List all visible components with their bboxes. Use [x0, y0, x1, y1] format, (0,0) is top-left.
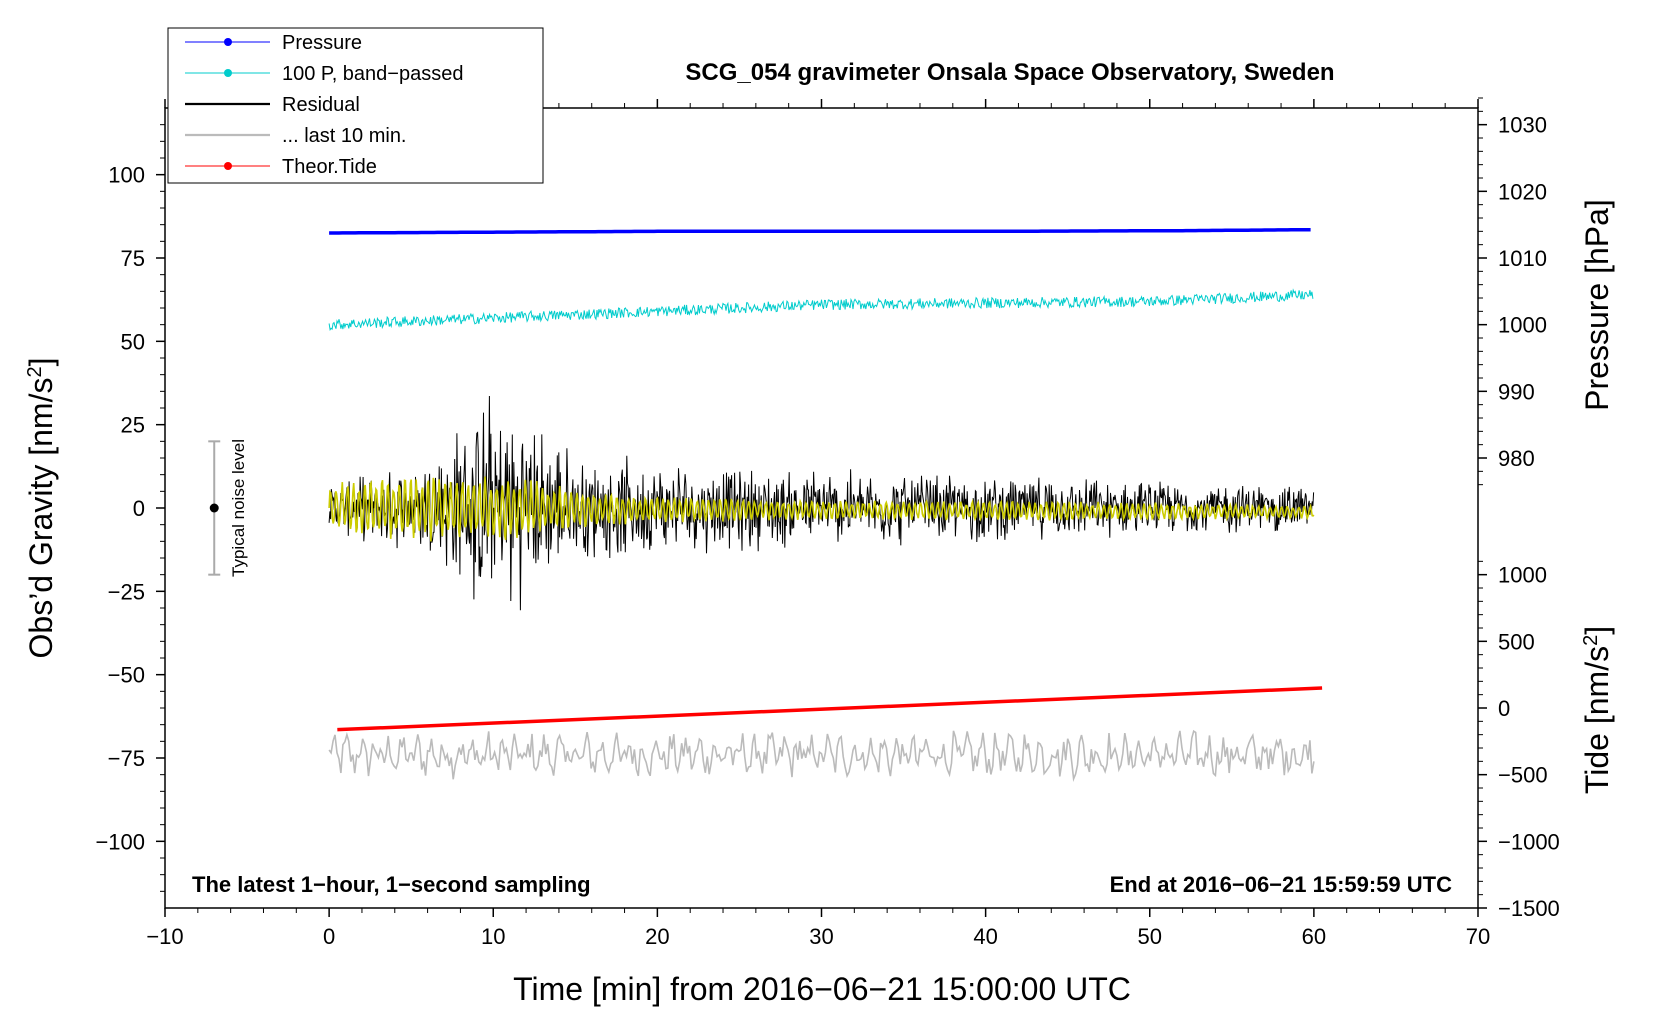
x-tick-label: 60 [1302, 924, 1326, 949]
x-tick-label: 20 [645, 924, 669, 949]
y-tick-label: 50 [121, 329, 145, 354]
footer-right: End at 2016−06−21 15:59:59 UTC [1110, 872, 1453, 897]
noise-level-marker [208, 440, 221, 576]
chart-title: SCG_054 gravimeter Onsala Space Observat… [685, 59, 1334, 86]
y-tick-label: −100 [95, 829, 145, 854]
tide-tick-label: −500 [1498, 763, 1548, 788]
x-tick-label: −10 [146, 924, 183, 949]
footer-left: The latest 1−hour, 1−second sampling [192, 872, 591, 897]
y-axis-tide: −1500 −1000 −500 0 500 1000 [1478, 560, 1560, 921]
legend-label: Pressure [282, 32, 362, 54]
y-tick-label: 100 [108, 163, 145, 188]
noise-level-label: Typical noise level [229, 439, 248, 577]
legend-label: ... last 10 min. [282, 125, 407, 147]
y-axis-pressure: 980 990 1000 1010 1020 1030 [1478, 97, 1547, 486]
pressure-axis-title: Pressure [hPa] [1579, 199, 1615, 411]
legend-label: Residual [282, 94, 360, 116]
tide-tick-label: −1000 [1498, 829, 1560, 854]
x-tick-label: 50 [1138, 924, 1162, 949]
x-axis-title: Time [min] from 2016−06−21 15:00:00 UTC [513, 971, 1131, 1007]
series-band-passed [328, 288, 1314, 331]
series-pressure [329, 227, 1311, 235]
tide-tick-label: −1500 [1498, 896, 1560, 921]
pressure-tick-label: 990 [1498, 379, 1535, 404]
x-tick-label: 10 [481, 924, 505, 949]
legend-label: 100 P, band−passed [282, 63, 463, 85]
legend: Pressure 100 P, band−passed Residual ... la… [167, 27, 544, 184]
tide-tick-label: 1000 [1498, 563, 1547, 588]
noise-center-dot [209, 503, 219, 513]
legend-label: Theor.Tide [282, 156, 377, 178]
pressure-tick-label: 1030 [1498, 113, 1547, 138]
series-residual-smoothed [328, 476, 1315, 542]
y-axis-left: −100 −75 −50 −25 0 25 50 75 100 [95, 124, 165, 892]
pressure-tick-label: 1010 [1498, 246, 1547, 271]
x-tick-label: 40 [973, 924, 997, 949]
series-last-10-min [328, 729, 1315, 782]
tide-tick-label: 0 [1498, 696, 1510, 721]
pressure-tick-label: 980 [1498, 446, 1535, 471]
legend-box [167, 27, 544, 184]
x-axis: −10 0 10 20 30 40 50 60 70 [146, 99, 1490, 949]
tide-tick-label: 500 [1498, 629, 1535, 654]
pressure-tick-label: 1000 [1498, 313, 1547, 338]
x-tick-label: 70 [1466, 924, 1490, 949]
series-layer [328, 227, 1323, 782]
legend-marker [224, 69, 232, 77]
y-tick-label: 0 [133, 496, 145, 521]
y-tick-label: −25 [108, 579, 145, 604]
legend-marker [224, 162, 232, 170]
legend-marker [224, 38, 232, 46]
y-axis-title: Obs’d Gravity [nm/s2] [23, 358, 59, 659]
tide-axis-title: Tide [nm/s2] [1579, 626, 1615, 794]
x-tick-label: 30 [809, 924, 833, 949]
y-tick-label: −75 [108, 746, 145, 771]
x-tick-label: 0 [323, 924, 335, 949]
series-residual [328, 395, 1315, 611]
pressure-tick-label: 1020 [1498, 179, 1547, 204]
y-tick-label: 75 [121, 246, 145, 271]
y-tick-label: −50 [108, 663, 145, 688]
series-theor-tide [337, 686, 1323, 732]
y-tick-label: 25 [121, 413, 145, 438]
